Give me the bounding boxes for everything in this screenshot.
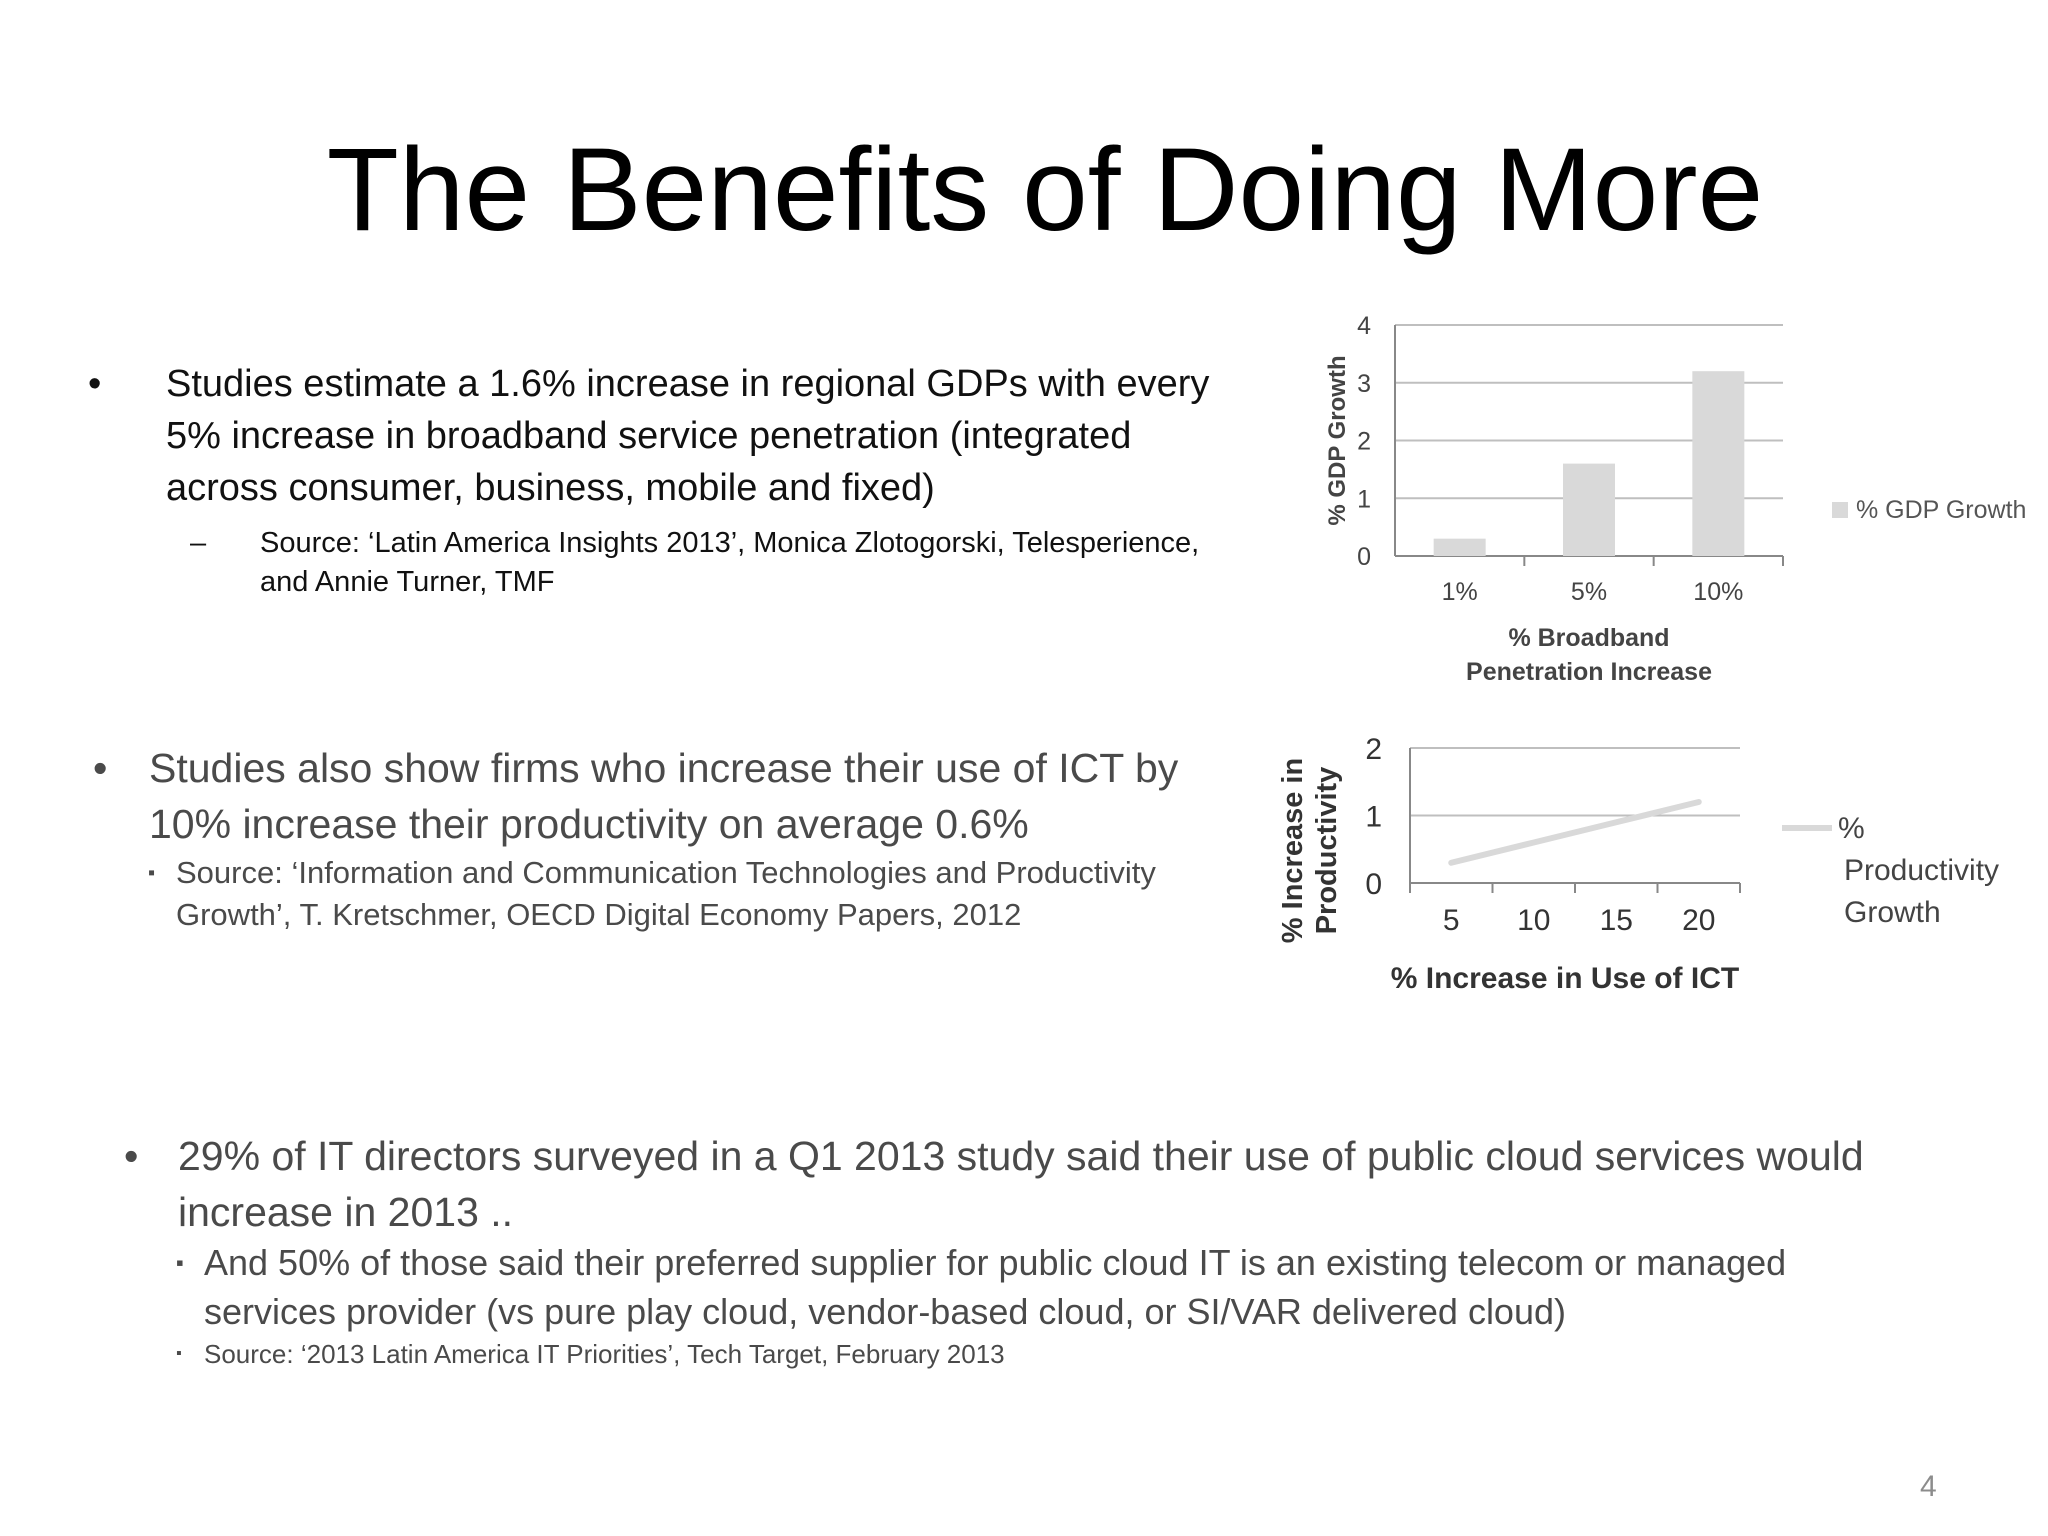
legend-label: % Productivity Growth	[1838, 812, 1999, 929]
bullet-marker: •	[93, 745, 108, 791]
x-tick-label: 10%	[1693, 578, 1743, 606]
legend-swatch	[1832, 502, 1848, 518]
y-tick-label: 1	[1365, 801, 1382, 834]
x-tick-label: 1%	[1442, 578, 1478, 606]
y-tick-label: 2	[1365, 733, 1382, 766]
x-axis-title: % Increase in Use of ICT	[1391, 962, 1739, 995]
y-tick-label: 4	[1357, 312, 1371, 340]
y-tick-label: 1	[1357, 485, 1371, 513]
productivity-line-chart: 0 1 2 5 10 15 20 % Increase in Use of ICT % Incr…	[1277, 733, 1999, 995]
sub-bullet-marker: ▪	[176, 1345, 182, 1362]
page-number: 4	[1920, 1470, 1937, 1503]
x-tick-label: 15	[1600, 904, 1633, 937]
sub-bullet-supplier: ▪ And 50% of those said their preferred …	[176, 1238, 1926, 1336]
bullet-text: 29% of IT directors surveyed in a Q1 201…	[178, 1133, 1864, 1235]
source-ict: ▪ Source: ‘Information and Communication…	[148, 852, 1168, 936]
source-cloud: ▪ Source: ‘2013 Latin America IT Priorit…	[176, 1336, 1926, 1372]
x-tick-label: 5%	[1571, 578, 1607, 606]
bullet-marker: •	[124, 1133, 139, 1179]
legend-label: % GDP Growth	[1856, 496, 2026, 524]
source-gdp: – Source: ‘Latin America Insights 2013’,…	[190, 524, 1250, 602]
y-tick-label: 3	[1357, 370, 1371, 398]
source-text: Source: ‘Information and Communication T…	[176, 855, 1156, 932]
x-tick-label: 5	[1443, 904, 1460, 937]
sub-bullet-marker: ▪	[176, 1250, 184, 1275]
bar	[1433, 538, 1486, 556]
source-text: Source: ‘2013 Latin America IT Prioritie…	[204, 1339, 1005, 1369]
sub-bullet-marker: –	[190, 527, 207, 559]
y-tick-label: 0	[1357, 543, 1371, 571]
x-tick-label: 10	[1517, 904, 1550, 937]
bullet-ict: • Studies also show firms who increase t…	[93, 740, 1193, 852]
bullet-text: Studies estimate a 1.6% increase in regi…	[166, 363, 1210, 509]
gdp-growth-bar-chart: 0 1 2 3 4 1% 5% 10% % Broadband Penetration Incre…	[1324, 312, 2026, 686]
sub-bullet-text: And 50% of those said their preferred su…	[204, 1242, 1787, 1332]
bullet-gdp: • Studies estimate a 1.6% increase in re…	[88, 358, 1238, 514]
y-tick-label: 0	[1365, 868, 1382, 901]
y-axis-title: % GDP Growth	[1324, 355, 1351, 525]
y-tick-label: 2	[1357, 428, 1371, 456]
bar	[1563, 463, 1615, 556]
bullet-marker: •	[88, 363, 102, 405]
y-axis-title: % Increase inProductivity	[1277, 758, 1343, 943]
slide-title: The Benefits of Doing More	[326, 124, 1764, 256]
x-axis-title: % Broadband Penetration Increase	[1466, 624, 1712, 686]
sub-bullet-marker: ▪	[148, 862, 156, 884]
source-text: Source: ‘Latin America Insights 2013’, M…	[260, 527, 1200, 598]
x-tick-label: 20	[1682, 904, 1715, 937]
bullet-text: Studies also show firms who increase the…	[149, 745, 1179, 847]
bullet-cloud: • 29% of IT directors surveyed in a Q1 2…	[124, 1128, 1944, 1240]
bar	[1692, 371, 1745, 556]
series-line	[1448, 799, 1702, 866]
